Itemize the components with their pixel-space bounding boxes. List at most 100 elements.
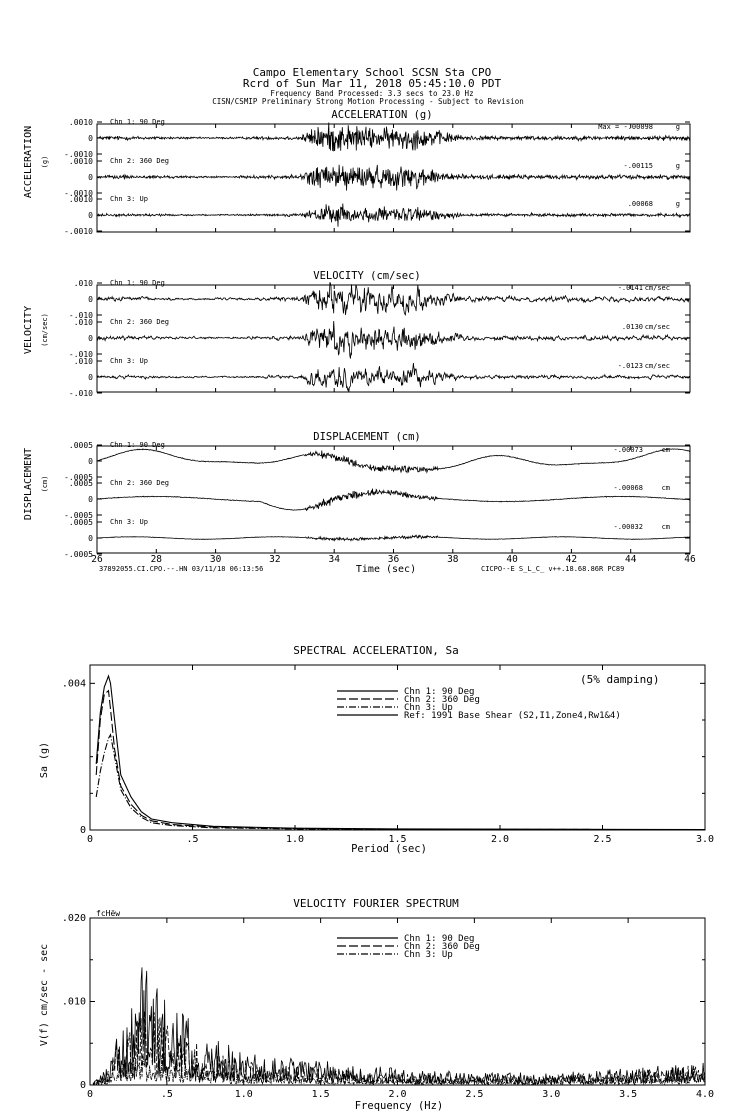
sa-xlabel: Period (sec) (351, 843, 427, 855)
vfs-xlabel: Frequency (Hz) (355, 1100, 444, 1112)
chart-marks: .0010 0 -.0010 Chn 1: 90 Deg Max = -.00098 g.… (62, 118, 714, 1100)
velocity-unit-label: cm/sec (645, 323, 670, 331)
displacement-ylabel: DISPLACEMENT (23, 448, 34, 520)
time-xtick-label: 26 (91, 554, 103, 565)
displacement-channel-label: Chn 3: Up (110, 518, 148, 526)
displacement-ytick-label: -.0005 (64, 550, 93, 559)
header-line1: Campo Elementary School SCSN Sta CPO (253, 66, 491, 79)
sa-xtick-label: .5 (186, 834, 198, 845)
vfs-legend-label-3: Chn 3: Up (404, 950, 453, 960)
accel-unit-label: g (676, 162, 680, 170)
displacement-title: DISPLACEMENT (cm) (313, 431, 420, 443)
sa-title: SPECTRAL ACCELERATION, Sa (293, 644, 459, 657)
sa-xtick-label: 1.0 (286, 834, 304, 845)
sa-ylabel: Sa (g) (39, 742, 50, 778)
accel-ytick-label: -.0010 (64, 227, 93, 236)
accel-ytick-label: 0 (88, 134, 93, 143)
vfs-legend: Chn 1: 90 Deg Chn 2: 360 Deg Chn 3: Up (337, 934, 480, 960)
accel-max-value: .00068 (628, 200, 653, 208)
time-xtick-label: 32 (269, 554, 280, 565)
time-xtick-label: 38 (447, 554, 459, 565)
vfs-xtick-label: 0 (87, 1089, 93, 1100)
sa-xtick-label: 1.5 (388, 834, 406, 845)
sa-legend-label-3: Chn 3: Up (404, 703, 453, 713)
accel-ytick-label: -.0010 (64, 150, 93, 159)
displacement-max-value: -.00032 (613, 523, 643, 531)
vfs-title: VELOCITY FOURIER SPECTRUM (293, 897, 459, 910)
accel-unit-label: g (676, 123, 680, 131)
vfs-corner-label: fcHëw (96, 909, 120, 918)
displacement-ytick-label: 0 (88, 457, 93, 466)
header-line4: CISN/CSMIP Preliminary Strong Motion Pro… (212, 97, 524, 106)
accel-max-value: -.00115 (623, 162, 653, 170)
accel-ylabel: ACCELERATION (23, 126, 34, 198)
time-xtick-label: 36 (388, 554, 400, 565)
displacement-panel (96, 444, 691, 555)
displacement-ytick-label: .0005 (69, 518, 93, 527)
time-xtick-label: 46 (684, 554, 696, 565)
time-xtick-label: 42 (566, 554, 577, 565)
sa-frame (89, 664, 706, 831)
vfs-legend-label-2: Chn 2: 360 Deg (404, 942, 480, 952)
displacement-unit-label: cm (662, 484, 670, 492)
vfs-series-2 (92, 1011, 706, 1086)
accel-channel-label: Chn 1: 90 Deg (110, 118, 165, 126)
velocity-trace-ch1 (96, 282, 691, 316)
displacement-unit-label: cm (662, 446, 670, 454)
accel-channel-label: Chn 2: 360 Deg (110, 157, 169, 165)
velocity-ytick-label: -.010 (69, 389, 93, 398)
accel-ytick-label: .0010 (69, 195, 93, 204)
time-right-note: CICPO--E S_L_C_ v++.18.68.86R PC89 (481, 565, 624, 573)
velocity-channel-label: Chn 2: 360 Deg (110, 318, 169, 326)
time-xtick-label: 40 (506, 554, 518, 565)
sa-series-1 (95, 674, 706, 831)
velocity-unit-label: cm/sec (645, 362, 670, 370)
time-xtick-label: 34 (328, 554, 340, 565)
displacement-max-value: -.00068 (613, 484, 643, 492)
velocity-trace-ch2 (96, 320, 691, 359)
accel-ytick-label: .0010 (69, 118, 93, 127)
velocity-ytick-label: -.010 (69, 350, 93, 359)
velocity-unit-label: cm/sec (645, 284, 670, 292)
vfs-series-3 (92, 1053, 706, 1086)
displacement-ytick-label: -.0005 (64, 473, 93, 482)
accel-max-value: Max = -.00098 (598, 123, 653, 131)
time-xtick-label: 30 (210, 554, 222, 565)
displacement-ytick-label: .0005 (69, 479, 93, 488)
sa-damping-note: (5% damping) (580, 673, 659, 686)
vfs-xtick-label: 3.0 (542, 1089, 560, 1100)
displacement-trace-ch3 (96, 534, 691, 542)
velocity-ytick-label: .010 (74, 357, 93, 366)
time-xtick-label: 28 (151, 554, 163, 565)
velocity-panel (96, 282, 691, 394)
velocity-ytick-label: 0 (88, 295, 93, 304)
velocity-channel-label: Chn 1: 90 Deg (110, 279, 165, 287)
displacement-max-value: -.00073 (613, 446, 643, 454)
accel-panel (96, 121, 691, 233)
accel-ytick-label: .0010 (69, 157, 93, 166)
time-xlabel: Time (sec) (356, 564, 416, 575)
vfs-xtick-label: 2.5 (465, 1089, 483, 1100)
displacement-ytick-label: 0 (88, 534, 93, 543)
time-left-note: 37892055.CI.CPO.--.HN 03/11/18 06:13:56 (99, 565, 263, 573)
velocity-trace-ch3 (96, 362, 691, 393)
displacement-ytick-label: 0 (88, 495, 93, 504)
accel-trace-ch1 (96, 122, 691, 152)
velocity-ylabel: VELOCITY (23, 306, 34, 354)
velocity-title: VELOCITY (cm/sec) (313, 270, 420, 282)
sa-series-3 (95, 733, 706, 831)
velocity-max-value: .0130 (622, 323, 643, 331)
accel-trace-ch2 (96, 164, 691, 191)
vfs-ytick-label: .010 (62, 997, 86, 1008)
vfs-xtick-label: 2.0 (388, 1089, 406, 1100)
accel-unit-label: g (676, 200, 680, 208)
velocity-ytick-label: .010 (74, 318, 93, 327)
sa-legend-label-2: Chn 2: 360 Deg (404, 695, 480, 705)
vfs-xtick-label: 4.0 (696, 1089, 714, 1100)
sa-legend-label-1: Chn 1: 90 Deg (404, 687, 474, 697)
velocity-max-value: -.0141 (618, 284, 643, 292)
sa-xtick-label: 0 (87, 834, 93, 845)
vfs-ytick-label: 0 (80, 1080, 86, 1091)
displacement-trace-ch1 (96, 448, 691, 474)
